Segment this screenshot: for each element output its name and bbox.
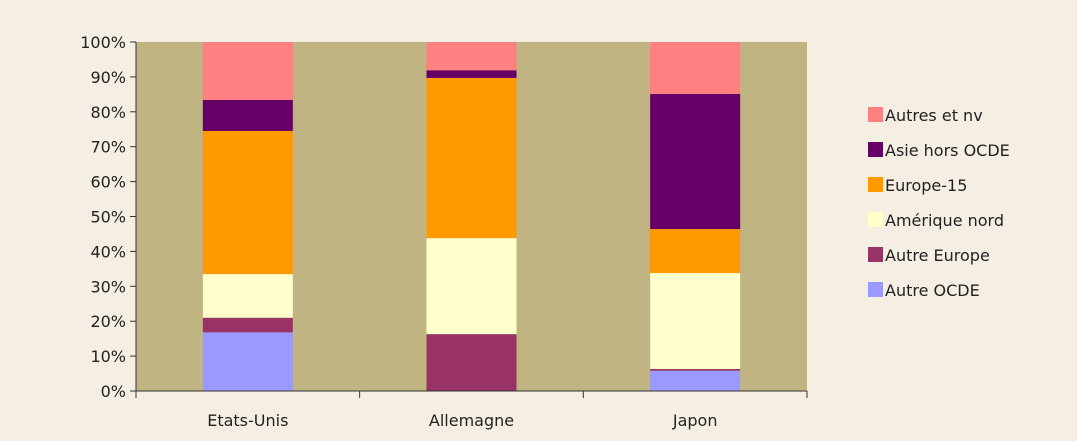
bar-segment	[426, 77, 517, 239]
bar-segment	[202, 99, 293, 131]
bar-segment	[426, 42, 517, 71]
legend-label: Autres et nv	[885, 106, 983, 125]
bar-segment	[650, 370, 741, 391]
bar-segment	[202, 42, 293, 100]
bar-segment	[650, 273, 741, 370]
x-tick-label: Japon	[672, 411, 718, 430]
legend-swatch	[868, 282, 883, 297]
legend-swatch	[868, 107, 883, 122]
legend-swatch	[868, 142, 883, 157]
bar-segment	[426, 70, 517, 78]
legend-label: Asie hors OCDE	[885, 141, 1010, 160]
legend: Autres et nv Asie hors OCDE Europe-15 Améri…	[868, 106, 1010, 300]
bar-segment	[650, 369, 741, 371]
y-tick-label: 50%	[90, 208, 126, 227]
legend-label: Europe-15	[885, 176, 967, 195]
legend-swatch	[868, 212, 883, 227]
bar-segment	[650, 94, 741, 230]
legend-swatch	[868, 177, 883, 192]
bars-group	[202, 42, 741, 391]
y-tick-label: 90%	[90, 68, 126, 87]
bar-segment	[650, 42, 741, 95]
legend-label: Autre Europe	[885, 246, 990, 265]
bar-segment	[202, 332, 293, 391]
y-tick-label: 40%	[90, 242, 126, 261]
axes-group: 0% 10% 20% 30% 40% 50% 60% 70% 80% 90% 100% Etats-U…	[80, 33, 808, 430]
y-tick-label: 100%	[80, 33, 126, 52]
bar-segment	[202, 274, 293, 318]
bar-segment	[202, 317, 293, 333]
y-tick-label: 30%	[90, 277, 126, 296]
legend-label: Autre OCDE	[885, 281, 980, 300]
y-tick-label: 80%	[90, 103, 126, 122]
y-tick-label: 0%	[101, 382, 126, 401]
y-tick-label: 60%	[90, 173, 126, 192]
bar-segment	[202, 130, 293, 275]
bar-segment	[426, 238, 517, 335]
bar-segment	[426, 334, 517, 391]
y-tick-label: 70%	[90, 138, 126, 157]
legend-label: Amérique nord	[885, 211, 1004, 230]
x-tick-label: Allemagne	[429, 411, 514, 430]
y-tick-label: 20%	[90, 312, 126, 331]
y-tick-label: 10%	[90, 347, 126, 366]
legend-swatch	[868, 247, 883, 262]
x-tick-label: Etats-Unis	[207, 411, 288, 430]
bar-segment	[650, 229, 741, 274]
